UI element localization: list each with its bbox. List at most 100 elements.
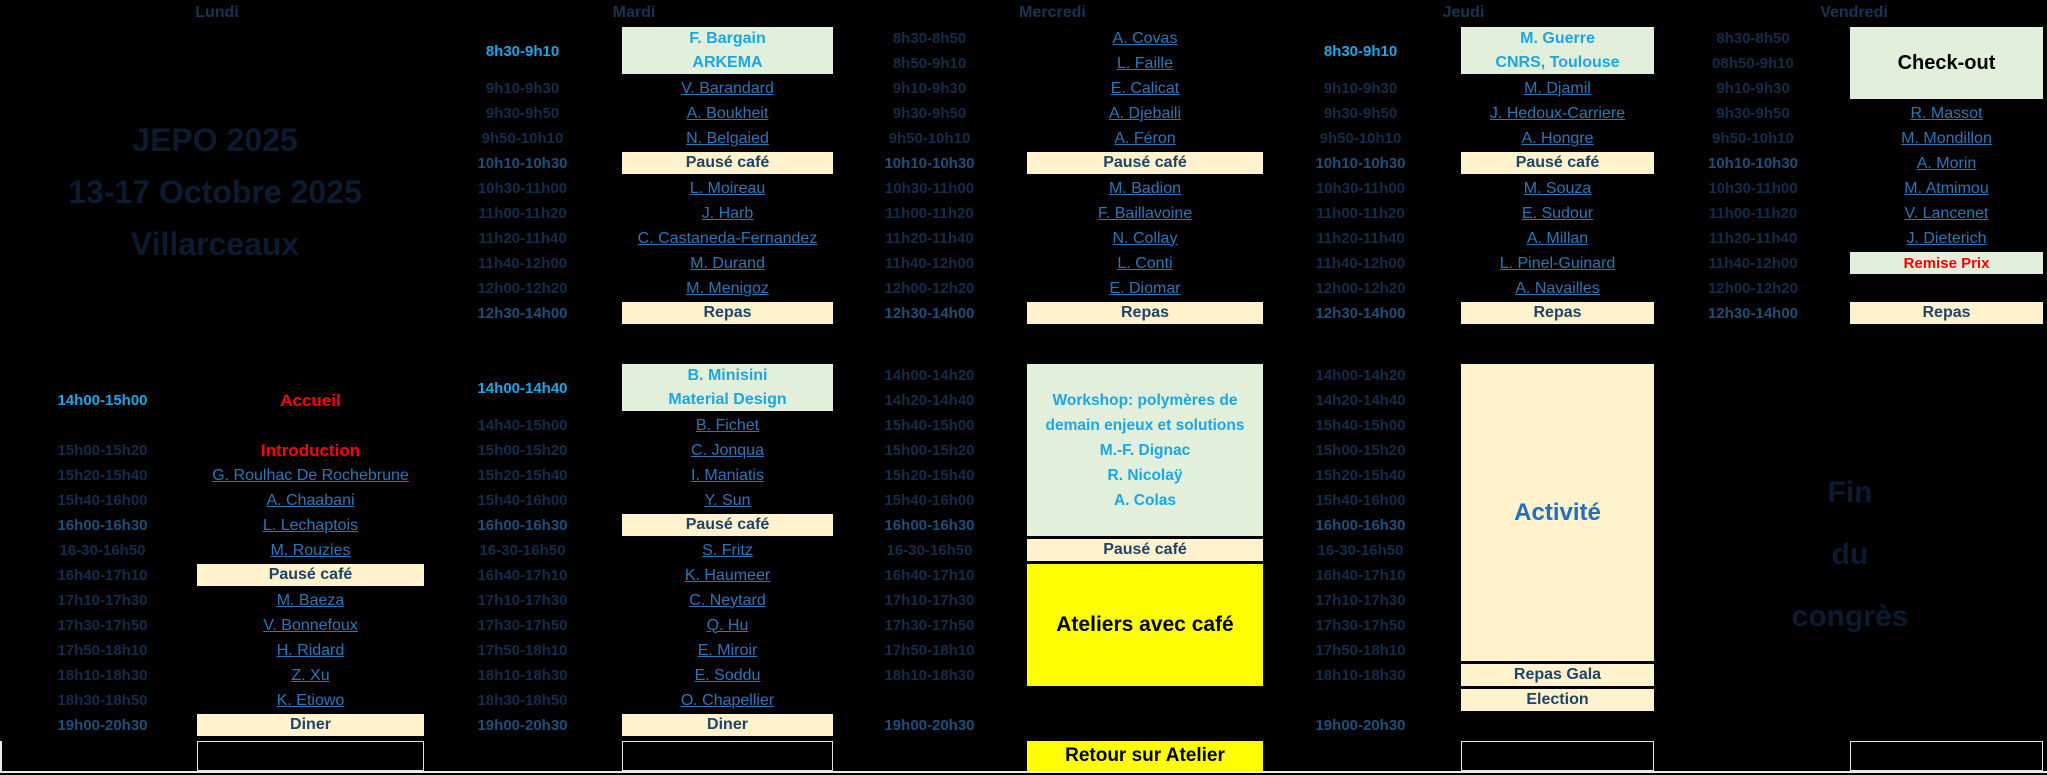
time-slot: 11h00-11h20	[1708, 205, 1798, 222]
time-slot: 9h30-9h50	[1323, 105, 1398, 122]
repas-cell: Repas	[1850, 302, 2043, 324]
time-slot: 10h10-10h30	[1707, 155, 1799, 172]
time-slot: 15h20-15h40	[477, 467, 568, 484]
talk-link[interactable]: M. Rouzies	[270, 541, 351, 559]
talk-link[interactable]: M. Menigoz	[686, 279, 769, 297]
talk-link[interactable]: C. Neytard	[689, 591, 766, 609]
time-slot: 11h20-11h40	[1316, 230, 1405, 247]
time-slot: 11h00-11h20	[1316, 205, 1405, 222]
plenary-cell: B. Minisini Material Design	[622, 364, 833, 411]
talk-link[interactable]: L. Lechaptois	[262, 516, 359, 534]
time-slot: 14h00-14h20	[884, 367, 975, 384]
talk-link[interactable]: L. Conti	[1117, 254, 1173, 272]
talk-link[interactable]: I. Maniatis	[691, 466, 764, 484]
cell-line: ARKEMA	[692, 53, 763, 71]
talk-link[interactable]: N. Collay	[1112, 229, 1178, 247]
time-slot: 8h50-9h10	[892, 55, 967, 72]
repas-cell: Repas	[1461, 302, 1654, 324]
talk-link[interactable]: A. Boukheit	[686, 104, 769, 122]
talk-link[interactable]: A. Djebaili	[1108, 104, 1182, 122]
time-slot: 9h50-10h10	[1319, 130, 1402, 147]
time-slot: 17h50-18h10	[57, 642, 148, 659]
talk-link[interactable]: Q. Hu	[706, 616, 749, 634]
talk-link[interactable]: Y. Sun	[704, 491, 751, 509]
talk-link[interactable]: F. Baillavoine	[1097, 204, 1193, 222]
talk-link[interactable]: A. Morin	[1916, 154, 1977, 172]
bottom-empty-cell	[622, 741, 833, 771]
cell-line: F. Bargain	[689, 29, 766, 47]
talk-link[interactable]: E. Diomar	[1109, 279, 1181, 297]
fin-congres-line: congrès	[1791, 600, 1909, 633]
bottom-empty-cell	[1850, 741, 2043, 771]
talk-link[interactable]: A. Navailles	[1515, 279, 1600, 297]
talk-link[interactable]: V. Lancenet	[1904, 204, 1989, 222]
time-slot: 9h50-10h10	[1712, 130, 1794, 147]
time-slot: 10h30-11h00	[1708, 180, 1798, 197]
talk-link[interactable]: C. Castaneda-Fernandez	[637, 229, 818, 247]
talk-link[interactable]: V. Barandard	[681, 79, 774, 97]
activite-cell: Activité	[1461, 364, 1654, 661]
talk-link[interactable]: M. Atmimou	[1904, 179, 1989, 197]
talk-link[interactable]: M. Mondillon	[1901, 129, 1992, 147]
talk-link[interactable]: J. Dieterich	[1906, 229, 1987, 247]
talk-link[interactable]: M. Souza	[1523, 179, 1592, 197]
time-slot: 15h40-15h00	[1315, 417, 1406, 434]
time-slot: 16h40-17h10	[57, 567, 148, 584]
talk-link[interactable]: M. Djamil	[1524, 79, 1591, 97]
talk-link[interactable]: K. Etiowo	[276, 691, 345, 709]
time-slot: 9h50-10h10	[481, 130, 564, 147]
time-slot: 19h00-20h30	[1315, 717, 1406, 734]
ateliers-cell: Ateliers avec café	[1027, 564, 1263, 686]
talk-link[interactable]: E. Calicat	[1110, 79, 1180, 97]
talk-link[interactable]: K. Haumeer	[684, 566, 771, 584]
talk-link[interactable]: J. Hedoux-Carriere	[1489, 104, 1626, 122]
talk-link[interactable]: R. Massot	[1910, 104, 1983, 122]
cell-line: Material Design	[668, 390, 787, 408]
talk-link[interactable]: M. Badion	[1108, 179, 1182, 197]
talk-link[interactable]: M. Baeza	[276, 591, 345, 609]
repas-gala-cell: Repas Gala	[1461, 664, 1654, 686]
talk-link[interactable]: M. Durand	[690, 254, 765, 272]
talk-link[interactable]: N. Belgaied	[686, 129, 769, 147]
time-slot: 12h00-12h20	[884, 280, 975, 297]
time-slot: 14h20-14h40	[1315, 392, 1406, 409]
talk-link[interactable]: E. Soddu	[694, 666, 761, 684]
time-slot: 16h40-17h10	[477, 567, 568, 584]
time-slot: 16h00-16h30	[884, 517, 975, 534]
talk-link[interactable]: A. Covas	[1112, 29, 1178, 47]
talk-link[interactable]: C. Jonqua	[691, 441, 764, 459]
talk-link[interactable]: L. Faille	[1116, 54, 1174, 72]
talk-link[interactable]: A. Chaabani	[266, 491, 355, 509]
remise-prix-cell: Remise Prix	[1850, 252, 2043, 274]
time-slot: 14h00-14h20	[1315, 367, 1406, 384]
time-slot: 17h30-17h50	[1315, 617, 1406, 634]
talk-link[interactable]: A. Féron	[1114, 129, 1176, 147]
talk-link[interactable]: A. Hongre	[1521, 129, 1594, 147]
time-slot: 9h10-9h30	[1323, 80, 1398, 97]
talk-link[interactable]: Z. Xu	[291, 666, 330, 684]
talk-link[interactable]: J. Harb	[701, 204, 754, 222]
time-slot: 16-30-16h50	[59, 542, 146, 559]
event-title-line: Villarceaux	[130, 226, 300, 262]
talk-link[interactable]: L. Pinel-Guinard	[1499, 254, 1616, 272]
talk-link[interactable]: V. Bonnefoux	[263, 616, 358, 634]
talk-link[interactable]: E. Miroir	[697, 641, 758, 659]
time-slot: 10h10-10h30	[477, 155, 568, 172]
talk-link[interactable]: G. Roulhac De Rochebrune	[212, 466, 409, 484]
talk-link[interactable]: B. Fichet	[695, 416, 760, 434]
talk-link[interactable]: O. Chapellier	[680, 691, 775, 709]
cell-line: CNRS, Toulouse	[1495, 53, 1620, 71]
talk-link[interactable]: L. Moireau	[689, 179, 766, 197]
time-slot: 15h40-16h00	[1315, 492, 1406, 509]
time-slot: 18h10-18h30	[884, 667, 975, 684]
retour-atelier-cell: Retour sur Atelier	[1027, 741, 1263, 771]
talk-link[interactable]: A. Millan	[1526, 229, 1589, 247]
time-slot: 12h30-14h00	[1315, 305, 1406, 322]
time-slot: 15h40-16h00	[884, 492, 975, 509]
time-slot: 10h30-11h00	[884, 180, 975, 197]
talk-link[interactable]: S. Fritz	[702, 541, 753, 559]
talk-link[interactable]: E. Sudour	[1521, 204, 1594, 222]
time-slot: 17h50-18h10	[477, 642, 568, 659]
time-slot: 16-30-16h50	[1317, 542, 1404, 559]
talk-link[interactable]: H. Ridard	[276, 641, 345, 659]
